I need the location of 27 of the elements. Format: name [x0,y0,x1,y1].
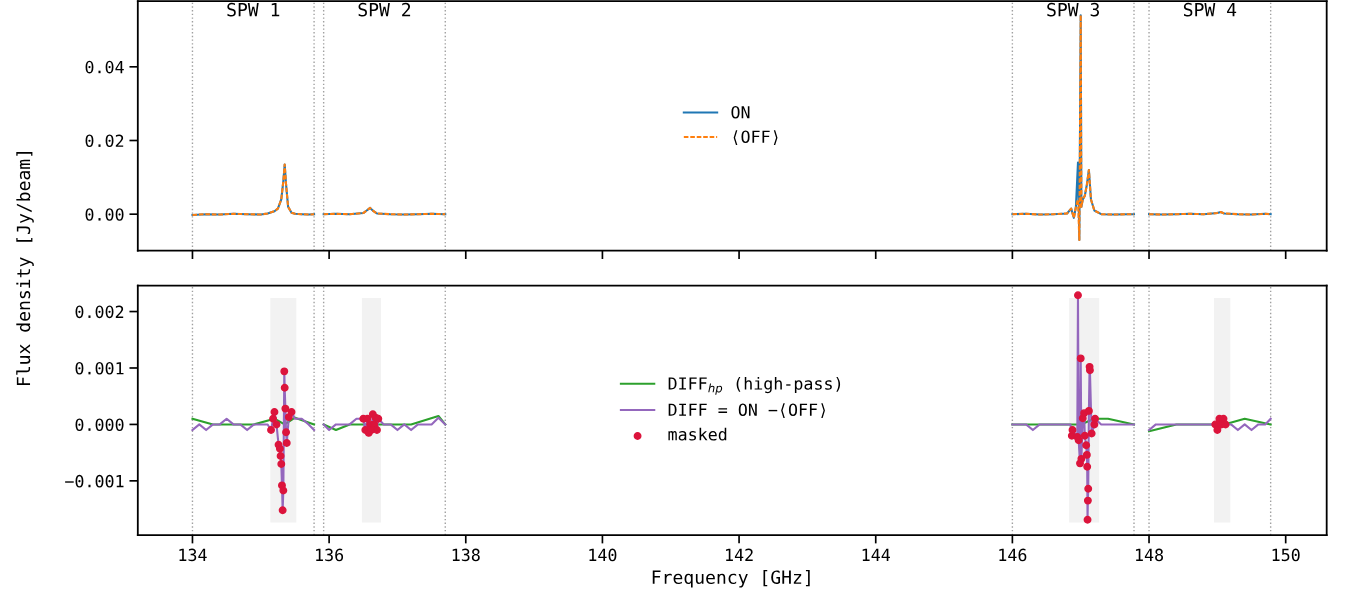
annotation: SPW 1 [227,2,280,17]
x-axis-title: Frequency [GHz] [652,570,810,588]
y-tick-label: 0.002 [75,305,124,319]
x-tick-label: 134 [179,548,207,562]
legend-label: masked [668,427,727,441]
legend-label: ⟨OFF⟩ [733,130,778,146]
y-tick-label: 0.001 [75,361,124,375]
x-tick-label: 150 [1272,548,1300,562]
x-tick-label: 138 [452,548,480,562]
annotation: SPW 4 [1183,2,1237,17]
y-tick-label: 0.04 [85,60,124,74]
x-tick-label: 140 [589,548,617,562]
legend-label: DIFF = ON −⟨OFF⟩ [668,403,825,419]
x-tick-label: 136 [316,548,344,562]
x-tick-label: 142 [726,548,753,561]
text: DIFF$_{hp}$ (high-pass) [668,376,841,395]
y-axis-title: Flux density [Jy/beam] [16,152,34,386]
x-tick-label: 144 [862,548,890,561]
x-tick-label: 146 [999,548,1027,562]
y-tick-label: 0.00 [85,208,124,221]
y-tick-label: 0.02 [85,134,124,148]
y-tick-label: −0.001 [65,474,124,488]
annotation: SPW 3 [1047,2,1100,17]
annotation: SPW 2 [358,2,411,17]
y-tick-label: 0.000 [75,418,124,432]
x-tick-label: 148 [1135,548,1164,562]
legend-label: ON [731,105,750,119]
